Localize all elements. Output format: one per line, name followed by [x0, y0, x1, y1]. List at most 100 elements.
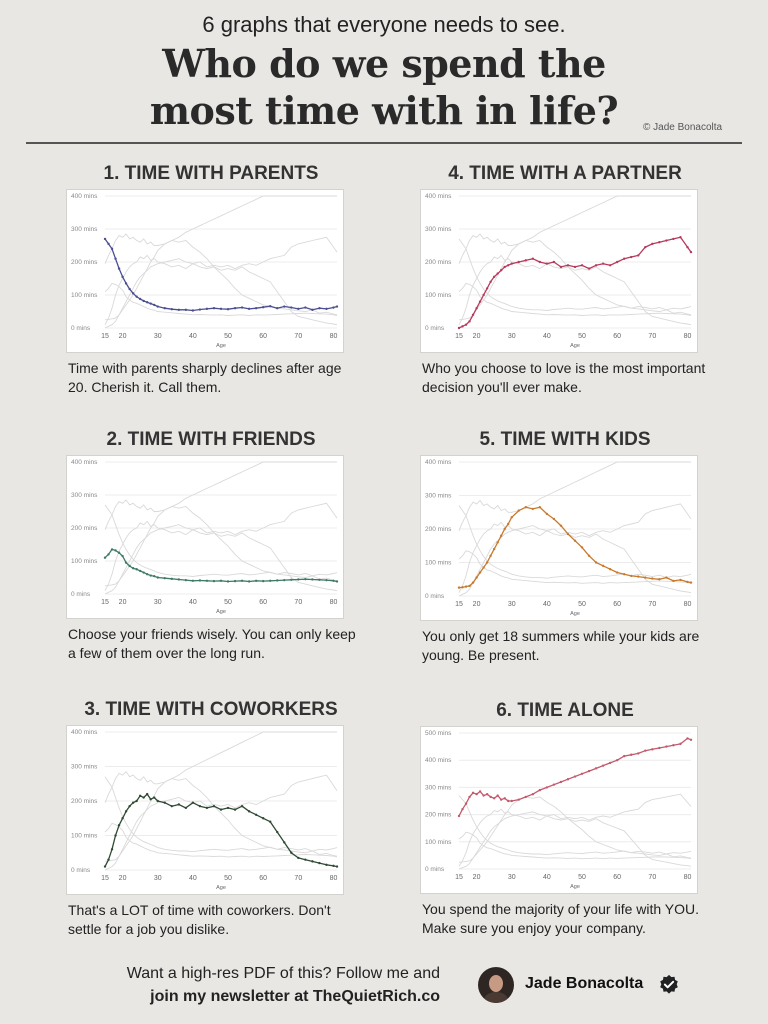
- x-axis-label: Age: [216, 343, 226, 349]
- data-point: [156, 305, 159, 308]
- data-point: [332, 579, 335, 582]
- data-point: [601, 764, 605, 767]
- background-series-line: [458, 796, 692, 863]
- data-point: [457, 814, 461, 818]
- data-point: [177, 308, 181, 312]
- x-tick-label: 30: [508, 333, 516, 340]
- data-point: [485, 287, 489, 290]
- y-tick-label: 300 mins: [425, 784, 452, 791]
- data-point: [507, 522, 510, 526]
- background-series-line: [104, 504, 338, 577]
- data-point: [145, 792, 149, 796]
- avatar[interactable]: [478, 967, 514, 1003]
- data-point: [149, 302, 152, 305]
- series-line: [104, 548, 338, 583]
- subtitle: 6 graphs that everyone needs to see.: [202, 12, 566, 37]
- background-series-line: [458, 195, 691, 264]
- data-point: [304, 858, 307, 861]
- data-point: [478, 790, 482, 793]
- data-point: [240, 306, 244, 309]
- y-tick-label: 300 mins: [425, 226, 452, 233]
- data-point: [205, 806, 209, 810]
- background-series-line: [104, 282, 338, 316]
- data-point: [110, 247, 114, 250]
- data-point: [170, 307, 173, 311]
- data-point: [163, 576, 166, 580]
- y-tick-label: 300 mins: [425, 493, 452, 500]
- y-tick-label: 100 mins: [71, 833, 98, 840]
- background-series-line: [458, 808, 692, 867]
- data-point: [637, 575, 640, 578]
- data-point: [163, 307, 166, 310]
- y-tick-label: 300 mins: [71, 492, 98, 499]
- data-point: [297, 578, 300, 581]
- data-point: [559, 524, 563, 527]
- background-series-line: [458, 254, 692, 326]
- data-point: [461, 807, 464, 811]
- x-tick-label: 40: [189, 875, 197, 882]
- data-point: [110, 848, 114, 851]
- data-point: [153, 303, 156, 307]
- data-point: [205, 579, 209, 582]
- background-series-line: [458, 505, 692, 579]
- data-point: [145, 573, 149, 576]
- background-series-line: [458, 461, 691, 531]
- data-point: [103, 556, 107, 559]
- chart-panel-1: 1. TIME WITH PARENTS 0 mins 100 mins 200 mi…: [66, 163, 356, 397]
- data-point: [689, 581, 693, 584]
- x-tick-label: 80: [330, 875, 338, 882]
- y-tick-label: 300 mins: [71, 764, 98, 771]
- y-tick-label: 200 mins: [425, 259, 452, 266]
- data-point: [689, 738, 693, 741]
- data-point: [219, 307, 223, 311]
- data-point: [594, 561, 598, 564]
- data-point: [524, 506, 527, 509]
- data-point: [124, 810, 128, 813]
- data-point: [517, 798, 520, 801]
- data-point: [658, 241, 661, 244]
- data-point: [276, 830, 279, 834]
- data-point: [205, 307, 209, 311]
- data-point: [608, 761, 612, 765]
- x-tick-label: 60: [259, 333, 267, 340]
- data-point: [311, 578, 314, 581]
- x-tick-label: 60: [259, 599, 267, 606]
- data-point: [587, 769, 591, 773]
- chart-caption: You spend the majority of your life with…: [422, 901, 700, 936]
- data-point: [121, 275, 124, 279]
- background-series-line: [104, 254, 338, 326]
- x-tick-label: 80: [684, 333, 692, 340]
- data-point: [335, 865, 339, 868]
- chart-panel-5: 5. TIME WITH KIDS 0 mins 100 mins 200 mins 3…: [420, 429, 710, 665]
- x-tick-label: 60: [613, 874, 621, 881]
- background-series-line: [458, 831, 692, 860]
- data-point: [191, 801, 195, 804]
- x-tick-label: 15: [455, 333, 463, 340]
- data-point: [679, 578, 682, 582]
- data-point: [184, 308, 188, 312]
- data-point: [689, 250, 693, 254]
- chart-title: 4. TIME WITH A PARTNER: [448, 163, 682, 184]
- y-tick-label: 0 mins: [71, 325, 91, 332]
- data-point: [184, 806, 188, 810]
- newsletter-line-2[interactable]: join my newsletter at TheQuietRich.co: [150, 988, 440, 1005]
- background-series-line: [104, 776, 338, 853]
- data-point: [198, 579, 202, 582]
- data-point: [482, 794, 485, 797]
- data-point: [580, 264, 584, 267]
- y-tick-label: 200 mins: [425, 812, 452, 819]
- series-line: [458, 236, 692, 329]
- data-point: [170, 804, 173, 808]
- x-tick-label: 40: [189, 599, 197, 606]
- x-axis-label: Age: [216, 885, 226, 891]
- data-point: [545, 512, 549, 516]
- author-name[interactable]: Jade Bonacolta: [525, 975, 644, 992]
- data-point: [559, 265, 563, 269]
- data-point: [679, 236, 682, 239]
- x-tick-label: 40: [543, 874, 551, 881]
- x-tick-label: 70: [648, 874, 656, 881]
- data-point: [131, 567, 135, 570]
- data-point: [128, 564, 131, 568]
- data-point: [615, 260, 619, 264]
- chart-caption: Choose your friends wisely. You can only…: [68, 626, 356, 661]
